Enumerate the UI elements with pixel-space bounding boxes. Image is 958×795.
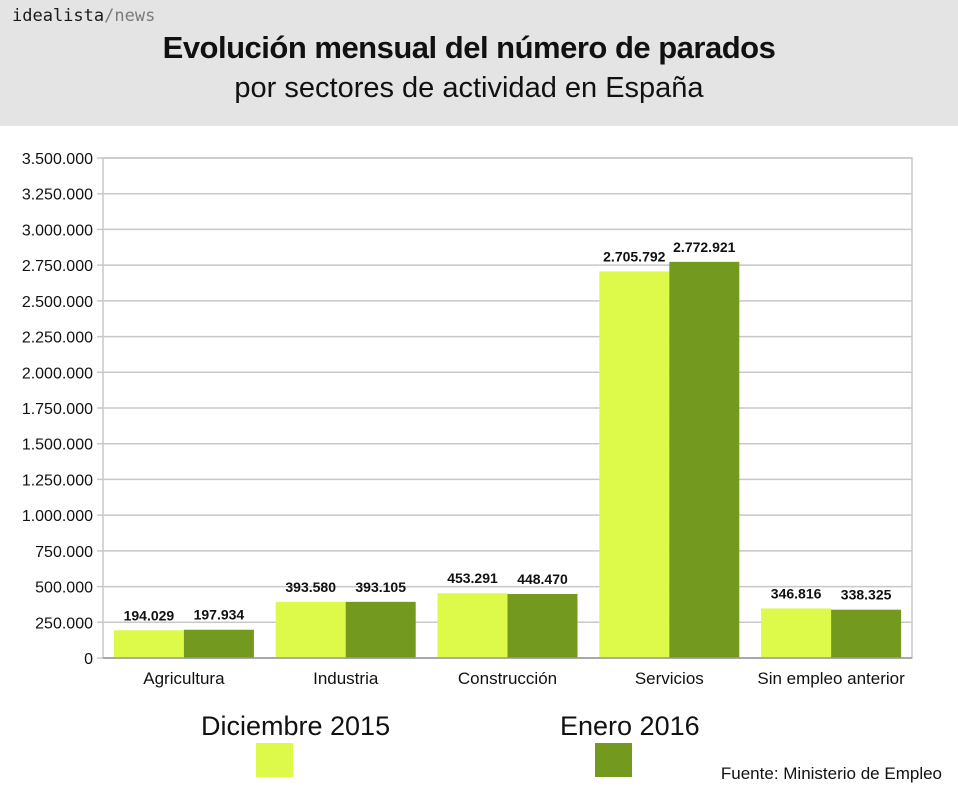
bar-ene2016 [183, 629, 254, 658]
brand-logo: idealista/news [12, 6, 155, 26]
brand-section: news [114, 6, 156, 26]
x-tick-label: Industria [313, 669, 379, 688]
data-label: 338.325 [841, 587, 892, 603]
x-tick-label: Agricultura [143, 669, 225, 688]
y-tick-label: 3.500.000 [22, 151, 93, 168]
y-tick-label: 3.000.000 [22, 222, 93, 239]
data-label: 2.772.921 [673, 239, 735, 255]
bar-ene2016 [669, 261, 740, 658]
y-tick-label: 500.000 [35, 580, 93, 597]
bar-chart: 0 250.000 500.000 750.000 1.000.000 1.250.000… [22, 151, 913, 688]
brand-name: idealista [12, 6, 105, 26]
data-label: 453.291 [447, 570, 498, 586]
bar-ene2016 [507, 593, 578, 658]
header-band: idealista/news Evolución mensual del núm… [0, 0, 958, 126]
legend-label-dic2015: Diciembre 2015 [201, 711, 391, 741]
y-tick-label: 2.250.000 [22, 330, 93, 347]
chart-title: Evolución mensual del número de parados [162, 30, 776, 65]
bar-dic2015 [437, 593, 508, 658]
data-label: 194.029 [124, 607, 175, 623]
bar-dic2015 [113, 630, 184, 658]
source-note: Fuente: Ministerio de Empleo [720, 764, 942, 783]
chart-subtitle: por sectores de actividad en España [234, 72, 704, 104]
bar-dic2015 [275, 601, 346, 658]
legend-label-ene2016: Enero 2016 [560, 711, 700, 741]
y-tick-label: 1.750.000 [22, 401, 93, 418]
bar-dic2015 [599, 271, 670, 658]
y-tick-label: 3.250.000 [22, 187, 93, 204]
data-label: 2.705.792 [603, 248, 665, 264]
legend-swatch-ene2016 [595, 743, 632, 777]
bar-ene2016 [345, 601, 416, 658]
y-tick-label: 0 [84, 651, 93, 668]
brand-separator: / [104, 6, 115, 26]
x-tick-label: Construcción [458, 669, 557, 688]
bar-ene2016 [831, 609, 902, 658]
data-label: 393.580 [285, 579, 336, 595]
y-tick-label: 2.500.000 [22, 294, 93, 311]
y-tick-label: 1.000.000 [22, 508, 93, 525]
data-label: 346.816 [771, 585, 822, 601]
y-tick-label: 750.000 [35, 544, 93, 561]
bar-dic2015 [761, 608, 832, 658]
data-label: 197.934 [194, 607, 245, 623]
y-tick-label: 2.750.000 [22, 258, 93, 275]
y-tick-label: 250.000 [35, 615, 93, 632]
y-tick-label: 2.000.000 [22, 365, 93, 382]
legend-swatch-dic2015 [256, 743, 293, 777]
y-tick-label: 1.500.000 [22, 437, 93, 454]
x-tick-label: Servicios [635, 669, 704, 688]
data-label: 393.105 [355, 579, 406, 595]
x-tick-label: Sin empleo anterior [757, 669, 905, 688]
y-tick-label: 1.250.000 [22, 472, 93, 489]
data-label: 448.470 [517, 571, 568, 587]
